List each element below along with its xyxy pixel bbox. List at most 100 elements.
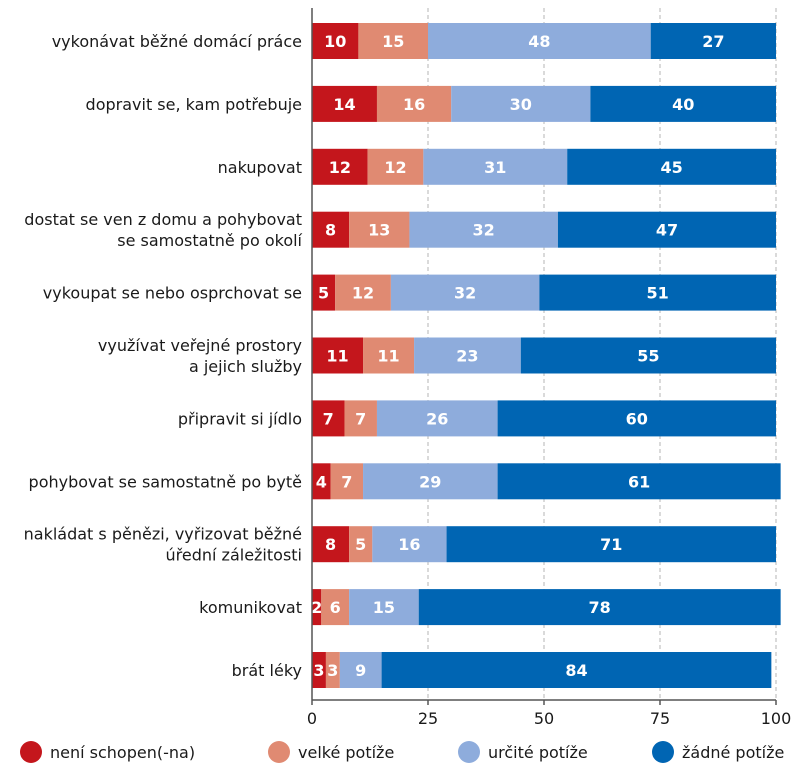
- bar-segment: [567, 148, 776, 185]
- category-label: dostat se ven z domu a pohybovat se samos…: [24, 210, 302, 250]
- bar-segment: [321, 589, 350, 626]
- data-label: 45: [660, 158, 682, 177]
- category-label: nakládat s pěnězi, vyřizovat běžné úřední…: [24, 525, 302, 565]
- data-label: 32: [473, 221, 495, 240]
- bar-segment: [497, 400, 776, 437]
- bar-segment: [423, 148, 568, 185]
- data-label: 2: [311, 598, 322, 617]
- data-label: 32: [454, 284, 476, 303]
- data-label: 3: [327, 661, 338, 680]
- data-label: 23: [456, 347, 478, 366]
- bar-segment: [376, 400, 498, 437]
- legend: není schopen(-na) velké potíže určité potí…: [20, 741, 784, 763]
- bar-segment: [339, 652, 382, 688]
- legend-label: není schopen(-na): [50, 743, 195, 762]
- legend-marker: [458, 741, 480, 763]
- bar-segment: [358, 23, 428, 59]
- x-tick-label: 75: [650, 709, 670, 728]
- bar-segment: [520, 337, 776, 374]
- bar-segment: [363, 337, 415, 374]
- bar-segment: [349, 526, 373, 563]
- data-label: 8: [325, 221, 336, 240]
- data-label: 10: [324, 32, 346, 51]
- data-label: 11: [377, 347, 399, 366]
- data-label: 78: [589, 598, 611, 617]
- x-tick-label: 0: [307, 709, 317, 728]
- bar-segment: [409, 211, 558, 248]
- data-label: 16: [403, 95, 425, 114]
- bar-segment: [312, 274, 336, 311]
- bar-segment: [312, 85, 377, 122]
- legend-marker: [268, 741, 290, 763]
- bar-segment: [376, 85, 452, 122]
- data-label: 60: [626, 409, 648, 428]
- x-tick-label: 25: [418, 709, 438, 728]
- data-label: 5: [318, 284, 329, 303]
- bar-segment: [414, 337, 521, 374]
- bar-segment: [650, 23, 776, 59]
- bar-segment: [312, 526, 350, 563]
- bar-segment: [557, 211, 776, 248]
- legend-marker: [20, 741, 42, 763]
- bar-segment: [312, 589, 322, 626]
- bar-segment: [497, 463, 781, 500]
- data-label: 16: [398, 535, 420, 554]
- bar-segment: [344, 400, 377, 437]
- data-label: 48: [528, 32, 550, 51]
- data-label: 61: [628, 472, 650, 491]
- legend-label: žádné potíže: [682, 743, 784, 762]
- bar-segment: [446, 526, 776, 563]
- data-label: 8: [325, 535, 336, 554]
- category-label: pohybovat se samostatně po bytě: [29, 472, 302, 491]
- data-label: 12: [329, 158, 351, 177]
- data-label: 12: [352, 284, 374, 303]
- bar-segment: [590, 85, 776, 122]
- bar-segment: [335, 274, 391, 311]
- data-label: 13: [368, 221, 390, 240]
- bar-segment: [312, 652, 326, 688]
- bar-segment: [367, 148, 424, 185]
- data-label: 31: [484, 158, 506, 177]
- bar-segment: [312, 23, 359, 59]
- category-label: vykonávat běžné domácí práce: [52, 32, 302, 51]
- data-label: 84: [565, 661, 587, 680]
- category-labels: vykonávat běžné domácí práce dopravit se,…: [24, 32, 303, 680]
- data-label: 7: [323, 409, 334, 428]
- data-label: 40: [672, 95, 694, 114]
- category-label: vykoupat se nebo osprchovat se: [43, 284, 302, 303]
- data-label: 11: [326, 347, 348, 366]
- data-label: 12: [384, 158, 406, 177]
- bar-segment: [539, 274, 776, 311]
- data-label: 3: [313, 661, 324, 680]
- bar-segment: [312, 337, 364, 374]
- category-label: dopravit se, kam potřebuje: [86, 95, 302, 114]
- x-tick-label: 50: [534, 709, 554, 728]
- bar-segment: [428, 23, 651, 59]
- legend-label: určité potíže: [488, 743, 588, 762]
- legend-marker: [652, 741, 674, 763]
- category-label: brát léky: [232, 661, 302, 680]
- data-label: 55: [637, 347, 659, 366]
- bar-segment: [312, 400, 345, 437]
- category-label: využívat veřejné prostory a jejich služby: [98, 336, 302, 376]
- data-label: 27: [702, 32, 724, 51]
- data-label: 29: [419, 472, 441, 491]
- data-label: 7: [355, 409, 366, 428]
- data-label: 30: [510, 95, 532, 114]
- bar-segment: [390, 274, 540, 311]
- data-label: 51: [647, 284, 669, 303]
- bar-segment: [312, 148, 368, 185]
- bar-segment: [349, 589, 419, 626]
- bar-segment: [363, 463, 498, 500]
- data-label: 47: [656, 221, 678, 240]
- bar-segment: [312, 463, 331, 500]
- bar-segment: [451, 85, 591, 122]
- category-label: připravit si jídlo: [178, 409, 302, 428]
- data-label: 15: [373, 598, 395, 617]
- legend-label: velké potíže: [298, 743, 394, 762]
- bar-segment: [381, 652, 772, 688]
- category-label: komunikovat: [199, 598, 302, 617]
- bar-segment: [330, 463, 364, 500]
